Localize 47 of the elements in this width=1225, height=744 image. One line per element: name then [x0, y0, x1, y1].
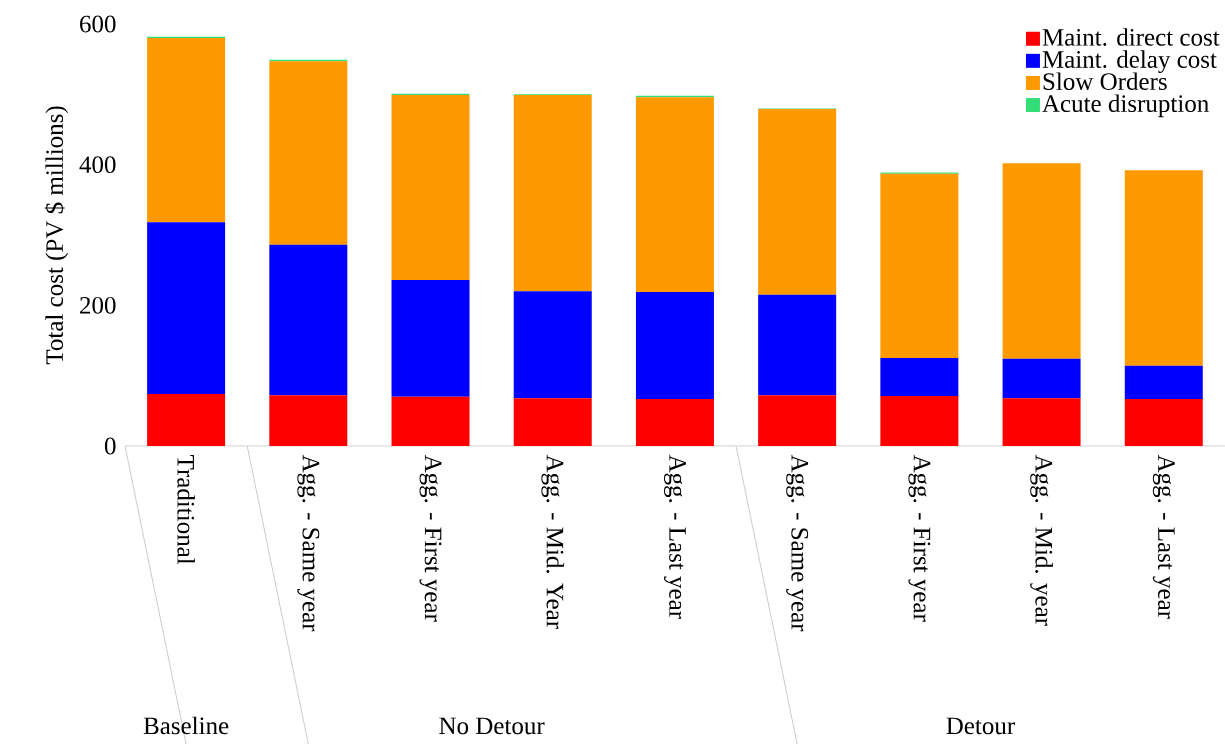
- text: No Detour: [439, 717, 545, 735]
- bar: [635, 97, 714, 292]
- bar: [635, 398, 714, 446]
- x-tick-label: Agg. - Same year: [786, 454, 809, 632]
- bar: [147, 222, 226, 394]
- y-tick-label: 200: [80, 296, 116, 314]
- y-tick-label: 0: [104, 437, 116, 455]
- bar: [513, 291, 592, 399]
- bar: [1124, 398, 1203, 446]
- bar: [147, 393, 226, 446]
- bar: [147, 38, 226, 223]
- bar: [758, 109, 837, 295]
- x-tick-label: Agg. - Last year: [663, 454, 686, 619]
- bar: [1124, 365, 1203, 399]
- bar: [513, 95, 592, 292]
- bar: [391, 396, 470, 446]
- bar: [1002, 398, 1081, 446]
- bar: [391, 280, 470, 397]
- bar: [1124, 170, 1203, 366]
- text: Baseline: [143, 716, 229, 735]
- bar: [391, 95, 470, 281]
- x-tick-label: Agg. - Mid. Year: [541, 454, 565, 629]
- legend-label: Slow Orders: [1043, 72, 1167, 90]
- y-tick-label: 400: [79, 156, 116, 174]
- y-tick-label: 600: [80, 15, 116, 33]
- bar: [758, 395, 837, 446]
- bar: [1002, 163, 1081, 359]
- text: Detour: [946, 717, 1015, 735]
- bar: [880, 396, 959, 446]
- x-tick-label: Agg. - First year: [908, 454, 931, 622]
- bar: [1002, 358, 1081, 399]
- legend-label: Acute disruption: [1042, 94, 1209, 118]
- x-tick-label: Agg. - Last year: [1152, 454, 1175, 619]
- x-tick-label: Agg. - Same year: [297, 454, 320, 632]
- bar: [635, 291, 714, 399]
- bar: [758, 294, 837, 396]
- x-tick-label: Traditional: [177, 454, 195, 565]
- y-axis-title: Total cost (PV $ millions): [44, 106, 69, 365]
- bar: [269, 61, 348, 245]
- bar: [269, 395, 348, 446]
- bar: [880, 358, 959, 397]
- x-tick-label: Agg. - First year: [419, 454, 442, 622]
- x-tick-label: Agg. - Mid. year: [1030, 454, 1053, 626]
- bar: [880, 173, 959, 359]
- bar: [513, 398, 592, 446]
- legend-label: Maint. direct cost: [1042, 28, 1220, 46]
- bar: [269, 244, 348, 396]
